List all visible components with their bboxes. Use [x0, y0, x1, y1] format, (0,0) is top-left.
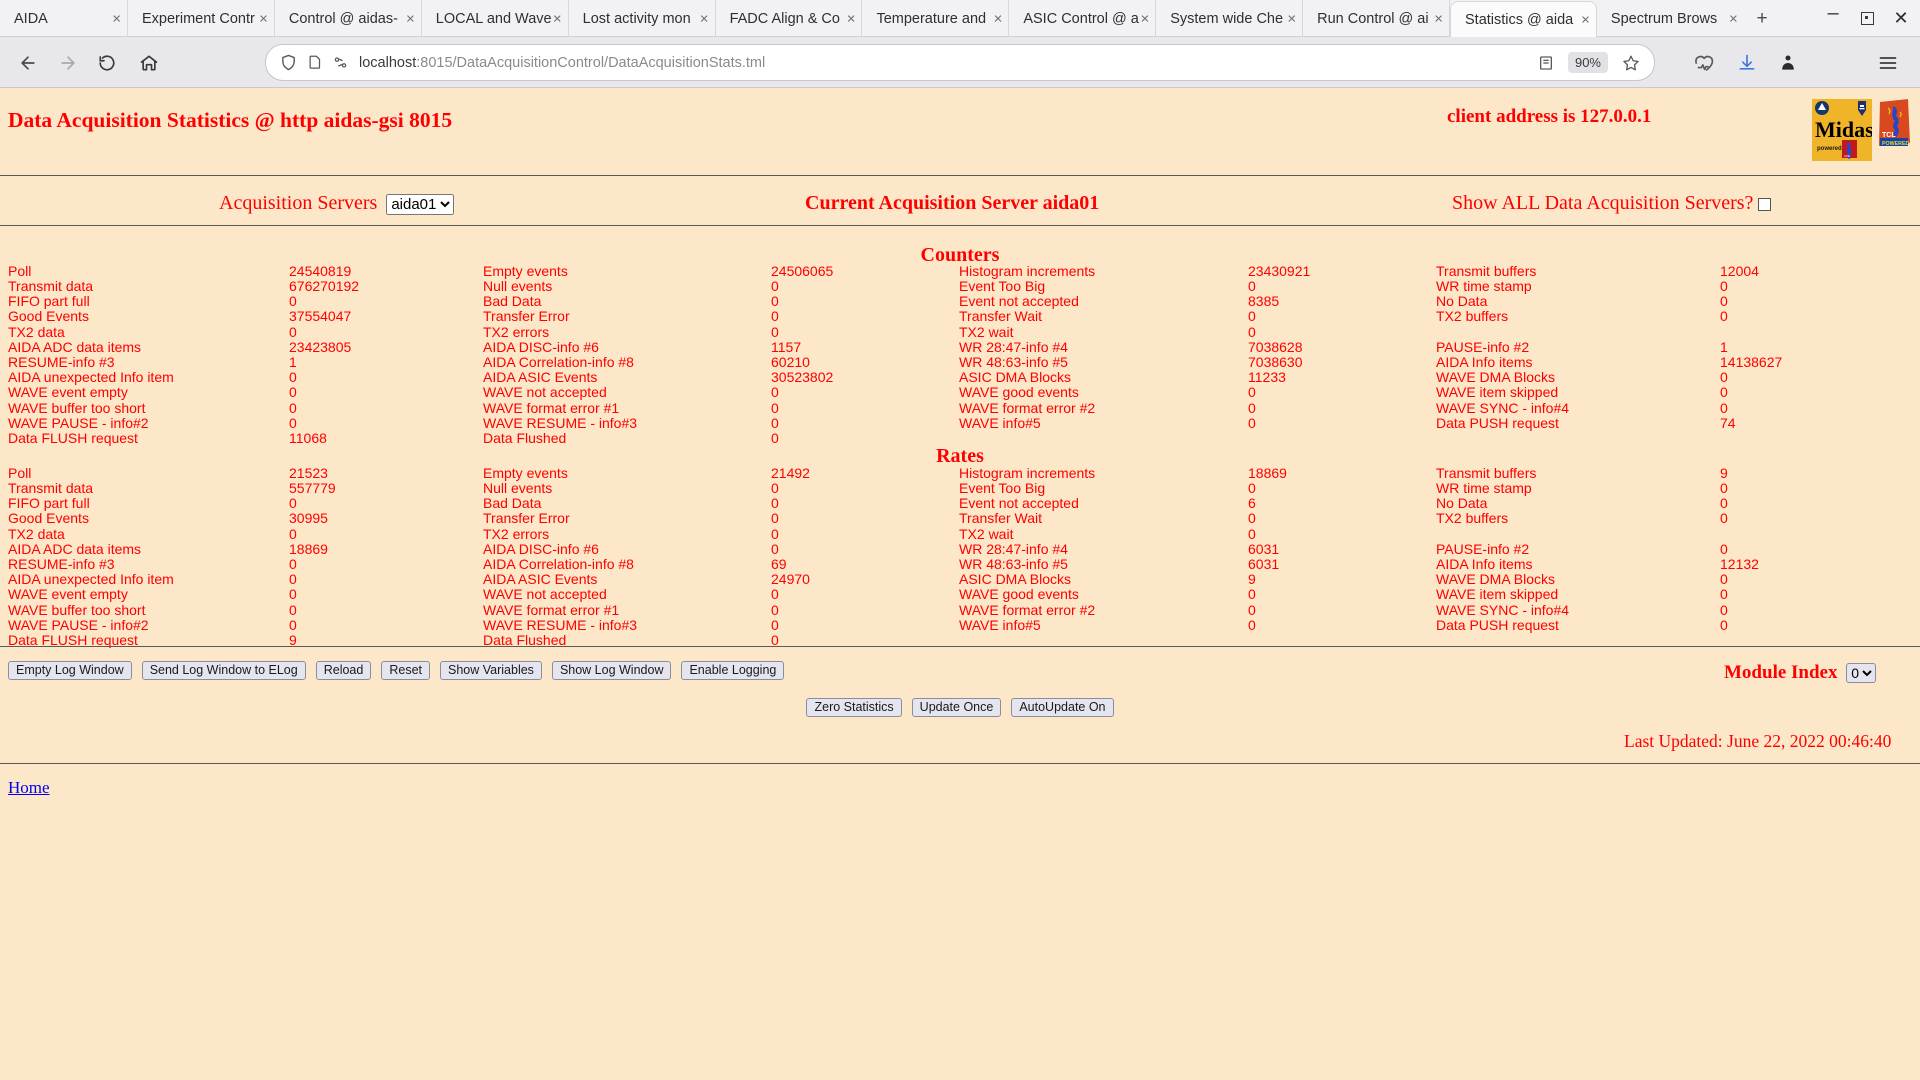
- svg-text:tcl/tk: tcl/tk: [1844, 154, 1851, 158]
- svg-text:POWERED: POWERED: [1882, 141, 1910, 147]
- svg-text:TCL: TCL: [1882, 132, 1896, 139]
- svg-text:Midas: Midas: [1815, 117, 1872, 142]
